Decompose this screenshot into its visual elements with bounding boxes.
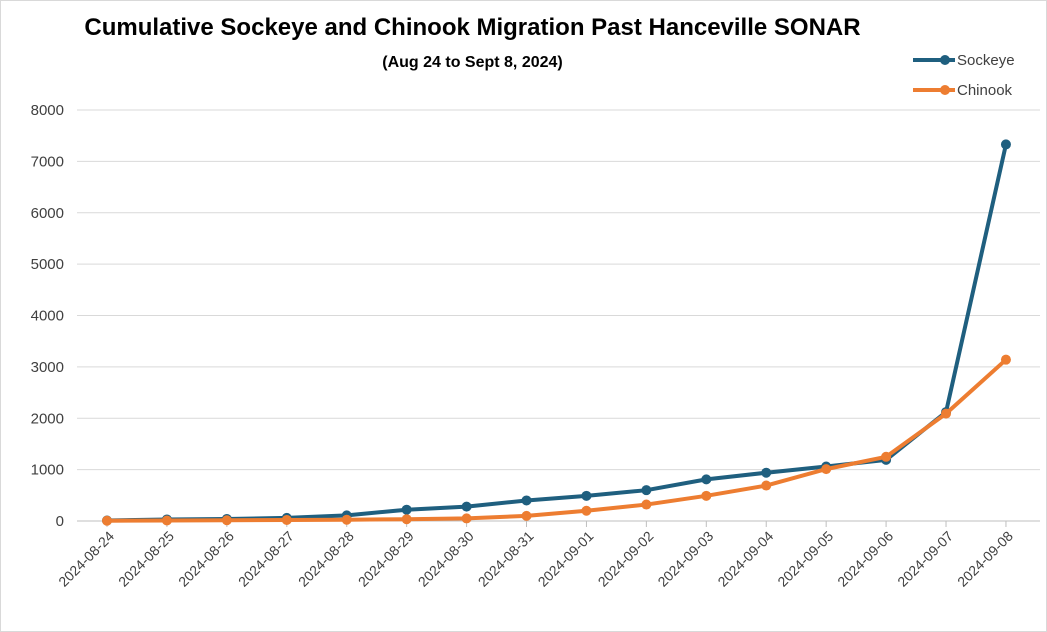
sockeye-series-line [105,142,1008,523]
x-tick-label: 2024-08-25 [115,528,177,590]
chinook-data-point [161,515,172,526]
sockeye-data-point [701,474,712,485]
y-tick-label: 1000 [31,462,64,479]
chart-subtitle: (Aug 24 to Sept 8, 2024) [382,54,563,71]
chinook-data-point [701,490,712,501]
chinook-data-point [521,510,532,521]
y-tick-label: 3000 [31,359,64,376]
x-tick-label: 2024-08-29 [355,528,417,590]
x-tick-label: 2024-08-31 [475,528,537,590]
chinook-data-point [401,514,412,525]
y-tick-label: 8000 [31,102,64,119]
y-tick-label: 2000 [31,410,64,427]
sockeye-data-point [521,495,532,506]
x-tick-label: 2024-08-28 [295,528,357,590]
x-tick-label: 2024-08-30 [415,528,477,590]
y-axis: 0 1000 2000 3000 4000 5000 6000 7000 8000 [31,102,64,530]
x-tick-label: 2024-08-24 [55,528,117,590]
chinook-data-point [102,515,112,526]
chinook-data-point [281,514,292,525]
y-tick-label: 5000 [31,256,64,273]
x-tick-label: 2024-09-06 [834,528,896,590]
x-tick-label: 2024-09-05 [774,528,836,590]
x-tick-label: 2024-09-07 [894,528,956,590]
sockeye-data-point [761,467,772,478]
legend-marker-sockeye [940,55,950,65]
legend: Sockeye Chinook [913,52,1015,99]
sockeye-data-point [461,501,472,512]
y-tick-label: 4000 [31,308,64,325]
chinook-data-point [221,515,232,526]
x-tick-label: 2024-09-01 [535,528,597,590]
chinook-series-line [105,357,1008,523]
legend-marker-chinook [940,85,950,95]
x-tick-label: 2024-09-04 [714,528,776,590]
chinook-data-point [761,480,772,491]
legend-item-chinook: Chinook [913,82,1013,99]
x-tick-label: 2024-08-26 [175,528,237,590]
chinook-data-point [941,408,952,419]
chinook-data-point [341,514,352,525]
legend-label-chinook: Chinook [957,82,1013,99]
x-tick-label: 2024-08-27 [235,528,297,590]
gridlines [77,109,1040,471]
legend-item-sockeye: Sockeye [913,52,1015,69]
chinook-data-point [581,505,592,516]
sockeye-data-point [1000,139,1011,150]
chinook-data-point [641,499,652,510]
chinook-data-point [1000,354,1011,365]
sockeye-data-point [581,490,592,501]
chinook-data-point [821,464,832,475]
sockeye-data-point [401,504,412,515]
series-lines [102,139,1011,526]
x-tick-label: 2024-09-03 [654,528,716,590]
chinook-data-point [461,513,472,524]
sockeye-data-point [641,485,652,496]
x-tick-label: 2024-09-08 [954,528,1016,590]
legend-label-sockeye: Sockeye [957,52,1015,69]
y-tick-label: 0 [56,513,64,530]
y-tick-label: 6000 [31,205,64,222]
chinook-data-point [881,451,892,462]
x-tick-label: 2024-09-02 [595,528,657,590]
chart-title: Cumulative Sockeye and Chinook Migration… [84,14,861,41]
y-tick-label: 7000 [31,153,64,170]
x-axis: 2024-08-242024-08-252024-08-262024-08-27… [55,520,1040,590]
